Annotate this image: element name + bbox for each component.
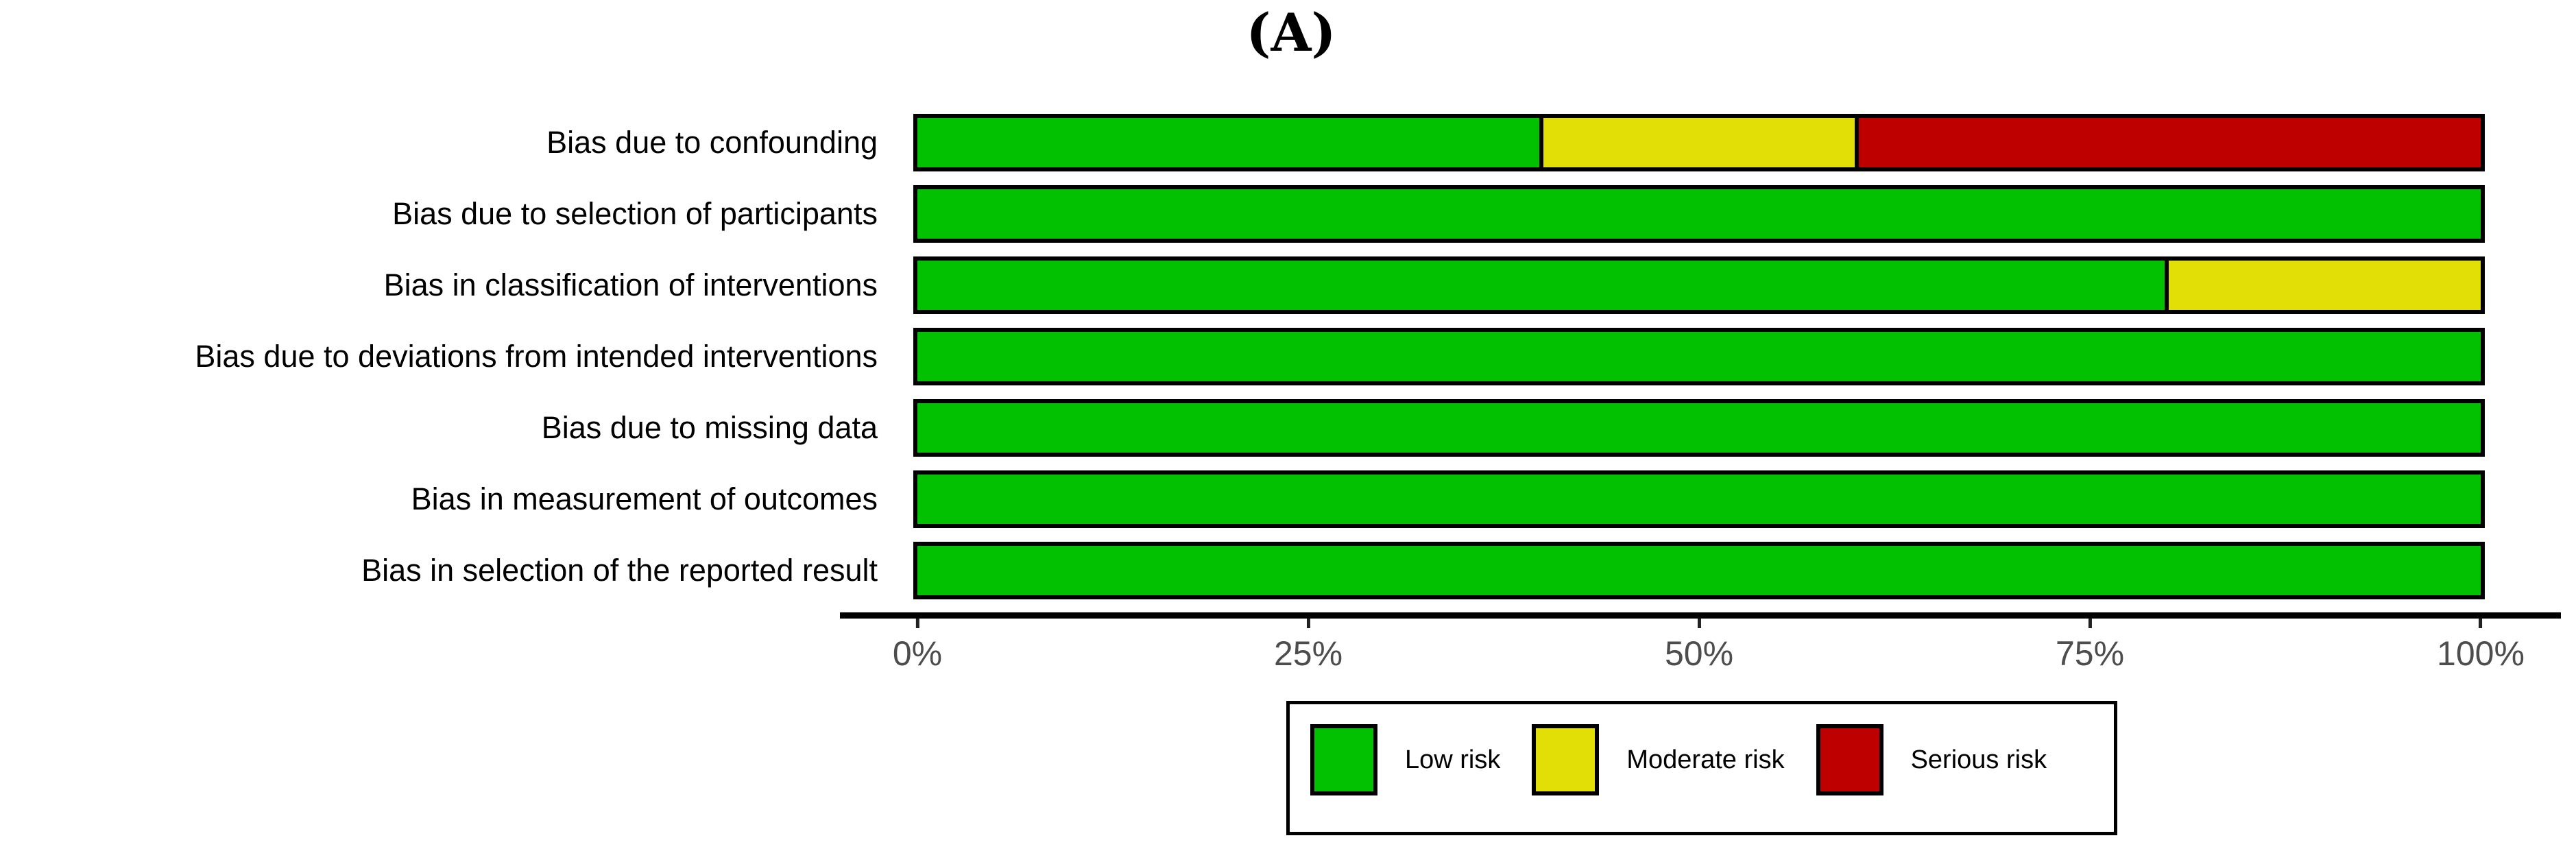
stacked-bar	[913, 256, 2485, 314]
category-label: Bias due to missing data	[541, 410, 878, 446]
legend-entry-moderate-risk: Moderate risk	[1532, 724, 1785, 795]
stacked-bar	[913, 328, 2485, 385]
legend-label-moderate-risk: Moderate risk	[1626, 745, 1785, 774]
bar-rows: Bias due to confounding Bias due to selec…	[0, 107, 2576, 606]
bar-segment-moderate-risk	[2165, 261, 2481, 310]
figure-title: (A)	[1246, 2, 1336, 63]
bar-segment-low-risk	[917, 403, 2481, 453]
stacked-bar	[913, 399, 2485, 457]
stacked-bar	[913, 470, 2485, 528]
x-tick-mark	[2479, 619, 2483, 628]
x-axis-line	[840, 612, 2561, 619]
bar-segment-low-risk	[917, 189, 2481, 239]
x-tick-mark	[1697, 619, 1701, 628]
bar-segment-serious-risk	[1854, 118, 2481, 167]
chart-row: Bias due to confounding	[0, 107, 2576, 178]
chart-row: Bias in classification of interventions	[0, 250, 2576, 321]
x-tick-mark	[2088, 619, 2092, 628]
serious-risk-swatch	[1816, 724, 1883, 795]
chart-row: Bias due to deviations from intended int…	[0, 321, 2576, 392]
x-tick: 25%	[1274, 619, 1343, 673]
bar-segment-low-risk	[917, 546, 2481, 595]
legend-label-serious-risk: Serious risk	[1910, 745, 2047, 774]
x-axis-ticks: 0% 25% 50% 75% 100%	[893, 619, 2525, 687]
x-tick-label: 25%	[1273, 634, 1343, 673]
bar-segment-low-risk	[917, 118, 1540, 167]
x-tick-label: 0%	[892, 634, 943, 673]
chart-row: Bias in selection of the reported result	[0, 535, 2576, 606]
bar-segment-low-risk	[917, 261, 2165, 310]
chart-row: Bias due to missing data	[0, 392, 2576, 464]
x-tick-label: 75%	[2055, 634, 2125, 673]
x-tick: 50%	[1665, 619, 1733, 673]
legend-entry-low-risk: Low risk	[1310, 724, 1500, 795]
category-label: Bias due to selection of participants	[392, 196, 878, 232]
x-tick-label: 100%	[2437, 634, 2525, 673]
legend-entry-serious-risk: Serious risk	[1816, 724, 2047, 795]
x-tick: 0%	[893, 619, 942, 673]
legend-label-low-risk: Low risk	[1405, 745, 1501, 774]
category-label: Bias in measurement of outcomes	[411, 481, 878, 517]
stacked-bar	[913, 114, 2485, 171]
stacked-bar	[913, 185, 2485, 243]
chart-row: Bias in measurement of outcomes	[0, 464, 2576, 535]
low-risk-swatch	[1310, 724, 1377, 795]
legend-box: Low risk Moderate risk Serious risk	[1286, 701, 2117, 835]
category-label: Bias in classification of interventions	[383, 267, 878, 303]
x-tick-mark	[1306, 619, 1310, 628]
x-tick: 100%	[2437, 619, 2525, 673]
chart-row: Bias due to selection of participants	[0, 178, 2576, 250]
bar-segment-low-risk	[917, 332, 2481, 381]
x-tick-mark	[915, 619, 919, 628]
stacked-bar	[913, 542, 2485, 599]
category-label: Bias due to confounding	[546, 125, 878, 160]
bar-segment-low-risk	[917, 475, 2481, 524]
category-label: Bias in selection of the reported result	[361, 553, 878, 588]
moderate-risk-swatch	[1532, 724, 1600, 795]
bar-segment-moderate-risk	[1539, 118, 1855, 167]
x-tick: 75%	[2056, 619, 2124, 673]
x-tick-label: 50%	[1664, 634, 1734, 673]
category-label: Bias due to deviations from intended int…	[195, 339, 878, 374]
